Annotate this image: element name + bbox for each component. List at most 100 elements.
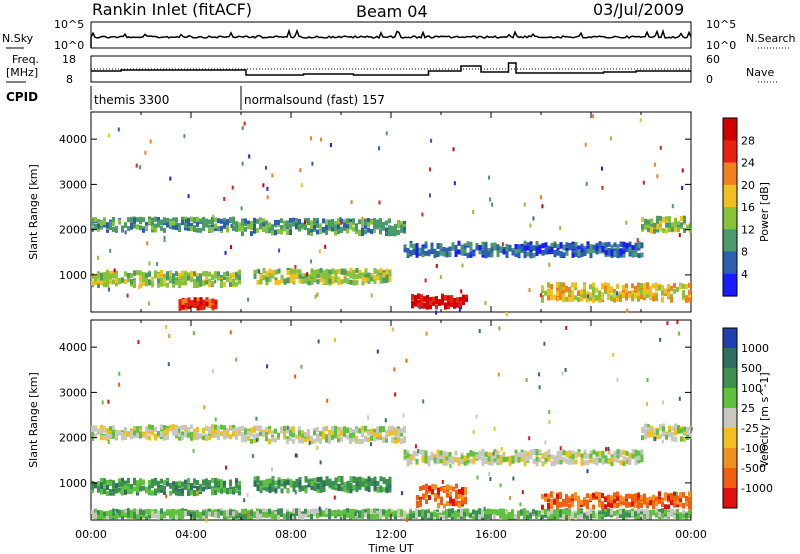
power-echo-cell [331,225,334,231]
velocity-echo-cell [415,508,418,514]
power-echo-cell [220,280,223,286]
power-echo-cell [127,273,130,278]
power-echo-cell [247,220,250,226]
power-echo-cell [259,218,262,224]
velocity-echo-cell [277,483,281,489]
power-echo-cell [450,301,453,307]
velocity-echo-cell [235,510,238,516]
power-echo-cell [184,303,188,309]
power-echo-cell [289,269,293,275]
power-echo-cell [668,222,671,228]
velocity-echo-cell [250,514,253,520]
power-echo-cell [454,244,458,250]
velocity-echo-cell [211,424,214,430]
velocity-echo-cell [416,495,419,500]
velocity-echo-cell [331,511,334,517]
power-echo-cell [388,225,391,231]
velocity-echo-cell [352,478,356,483]
power-echo-cell [223,282,226,287]
power-echo-cell [139,165,142,170]
velocity-ytick-label: 2000 [59,432,87,445]
power-echo-cell [424,243,428,249]
power-echo-cell [562,252,566,258]
power-echo-cell [232,272,235,278]
velocity-echo-cell [583,460,587,466]
power-echo-cell [259,221,262,227]
power-echo-cell [322,274,326,280]
power-echo-cell [544,245,548,251]
power-echo-cell [103,220,106,225]
velocity-echo-cell [445,451,449,457]
power-echo-cell [172,282,175,288]
power-echo-cell [607,282,610,288]
power-echo-cell [634,293,637,299]
power-echo-cell [364,220,367,226]
velocity-echo-cell [337,433,340,439]
velocity-echo-cell [400,511,403,517]
velocity-echo-cell [343,514,346,520]
velocity-echo-cell [187,491,190,496]
power-echo-cell [295,273,299,279]
velocity-echo-cell [529,454,533,460]
power-echo-cell [199,305,203,311]
velocity-colorbar-tick: 500 [741,362,762,375]
velocity-echo-cell [644,429,647,434]
power-echo-cell [285,222,288,227]
velocity-echo-cell [595,514,598,520]
power-echo-cell [247,224,250,230]
velocity-echo-cell [280,481,284,487]
velocity-echo-cell [109,489,112,494]
power-echo-cell [610,249,614,255]
velocity-echo-cell [631,453,635,459]
power-echo-cell [187,194,190,199]
power-echo-cell [340,227,343,233]
velocity-echo-cell [226,489,229,495]
power-echo-cell [178,227,181,232]
velocity-echo-cell [493,514,496,520]
velocity-echo-cell [397,437,400,443]
power-echo-cell [592,248,596,253]
power-echo-cell [469,246,473,252]
power-echo-cell [253,217,256,223]
velocity-echo-cell [607,494,610,500]
power-echo-cell [157,278,160,284]
power-echo-cell [379,274,383,280]
velocity-echo-cell [412,451,416,456]
velocity-echo-cell [328,438,331,444]
velocity-echo-cell [489,477,492,481]
velocity-echo-cell [370,428,373,434]
velocity-echo-cell [367,487,371,493]
velocity-echo-cell [385,437,388,443]
power-echo-cell [271,224,274,230]
velocity-echo-cell [552,491,555,496]
velocity-echo-cell [649,514,652,520]
velocity-echo-cell [670,500,673,506]
velocity-echo-cell [478,455,482,461]
power-echo-cell [241,231,244,237]
velocity-echo-cell [109,481,112,486]
power-echo-cell [643,292,646,298]
velocity-echo-cell [172,430,175,436]
velocity-echo-cell [217,487,220,493]
velocity-echo-cell [289,429,292,435]
power-echo-cell [148,280,151,286]
power-echo-cell [331,222,334,228]
velocity-echo-cell [244,428,247,434]
velocity-echo-cell [316,437,319,443]
velocity-echo-cell [241,509,244,514]
power-echo-cell [681,186,684,190]
power-echo-cell [547,295,550,301]
power-echo-cell [634,242,638,248]
velocity-echo-cell [148,485,151,490]
velocity-echo-cell [550,492,553,498]
power-echo-cell [556,249,560,255]
velocity-echo-cell [223,432,226,437]
velocity-echo-cell [683,429,686,435]
velocity-echo-cell [307,479,311,485]
power-echo-cell [490,252,494,258]
velocity-echo-cell [142,485,145,491]
velocity-echo-cell [326,398,329,403]
velocity-echo-cell [583,449,587,455]
velocity-echo-cell [361,477,365,483]
